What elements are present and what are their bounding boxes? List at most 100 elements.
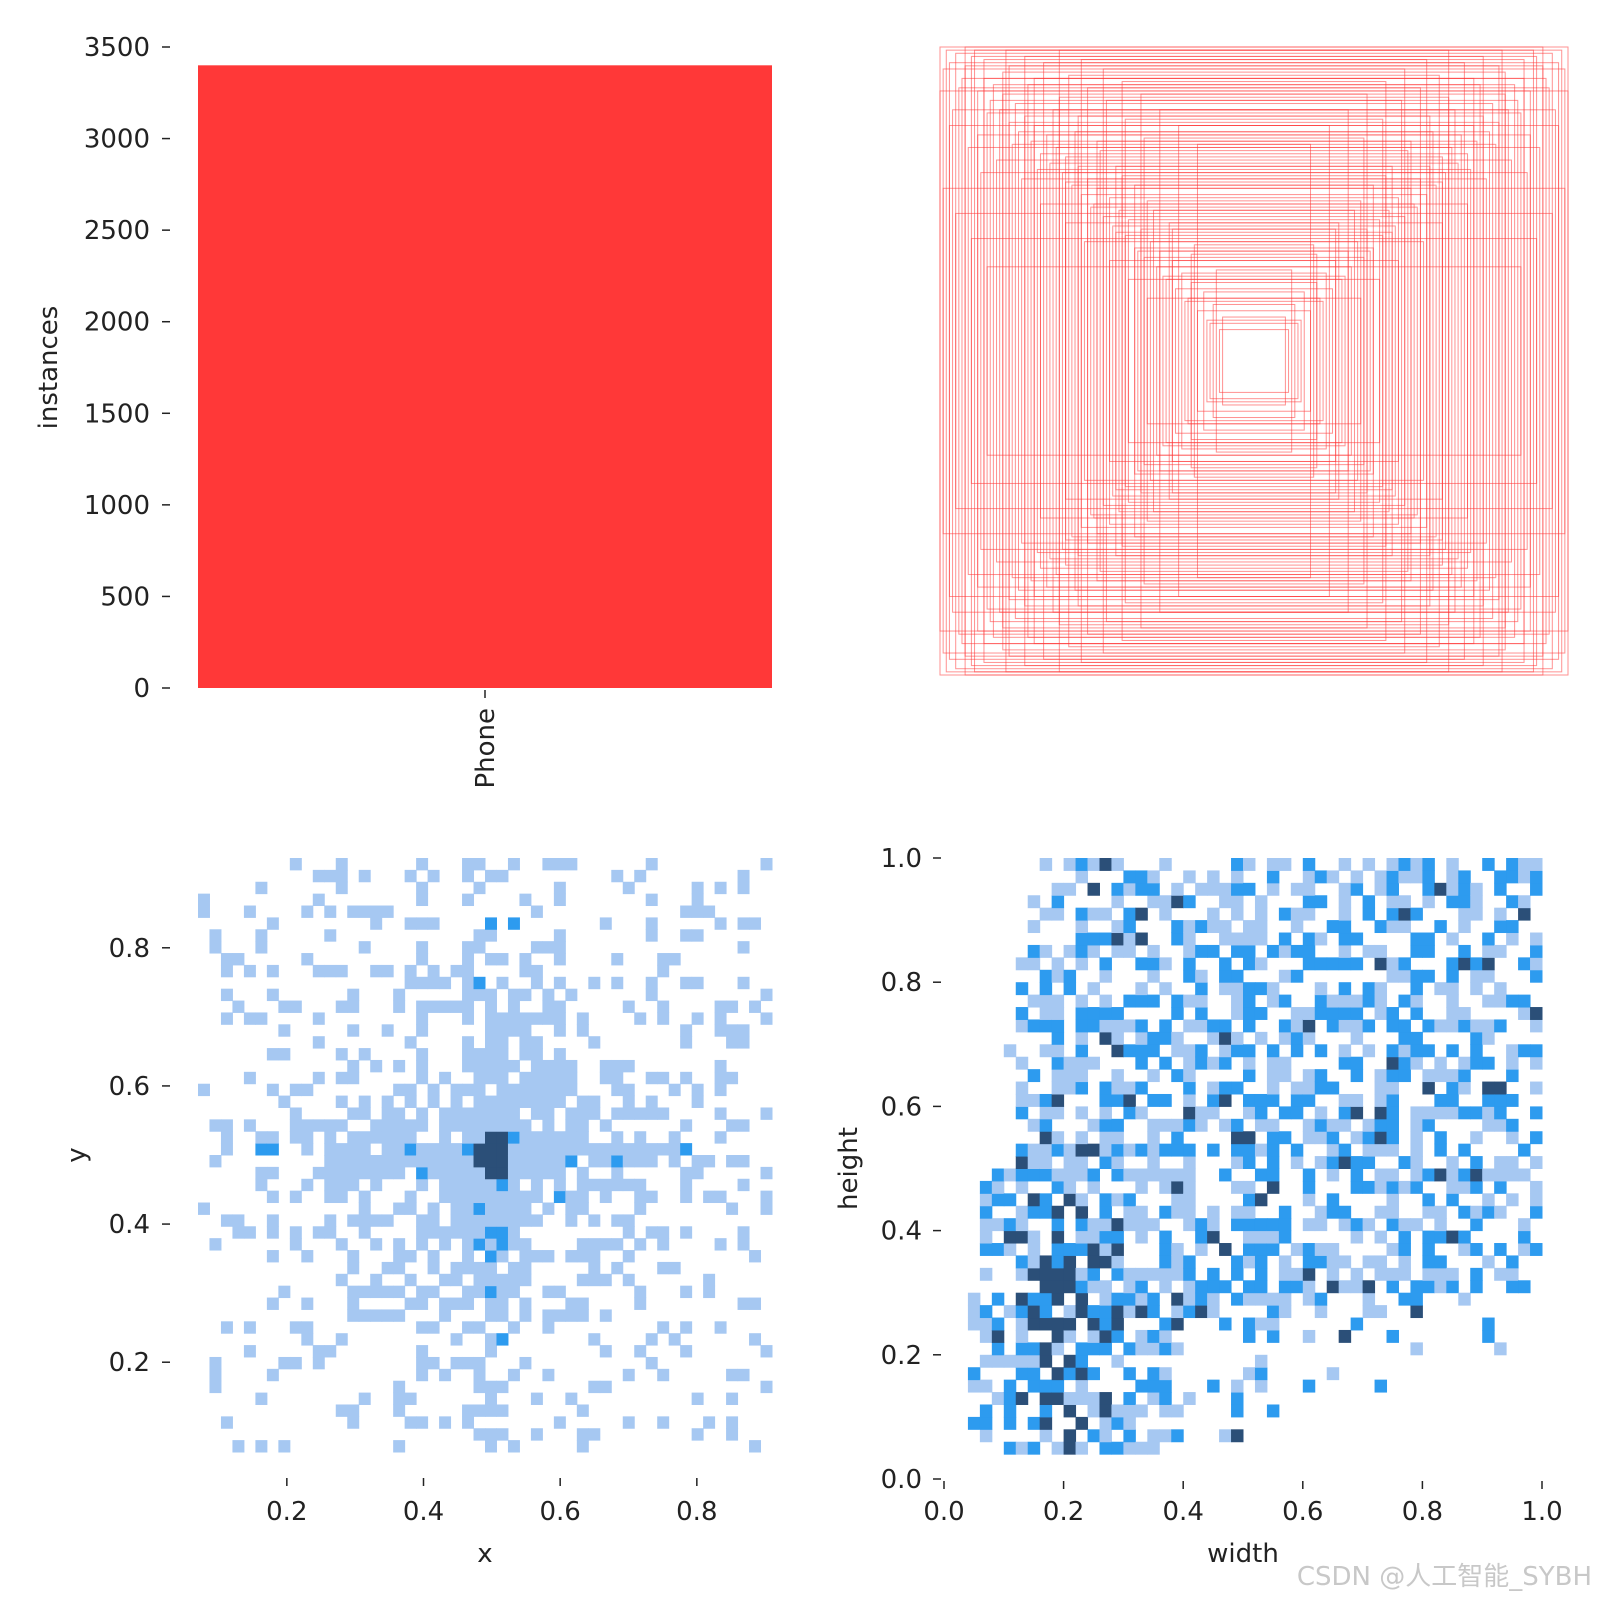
heat-cell	[439, 1119, 452, 1132]
heat-cell	[967, 1416, 981, 1430]
heat-cell	[1302, 1193, 1316, 1207]
heat-cell	[1027, 895, 1041, 909]
heat-cell	[473, 1238, 486, 1251]
heat-cell	[1195, 944, 1208, 958]
heat-cell	[542, 1071, 555, 1085]
heat-cell	[1051, 1205, 1065, 1219]
heat-cell	[462, 1404, 475, 1417]
heat-cell	[1207, 1143, 1220, 1157]
heat-cell	[1314, 1218, 1328, 1232]
heat-cell	[1362, 1131, 1376, 1145]
box-outline	[974, 49, 1534, 673]
heat-cell	[1171, 1429, 1184, 1443]
heat-cell	[1219, 969, 1232, 983]
heat-cell	[473, 1155, 486, 1168]
heat-cell	[1362, 907, 1376, 921]
heat-cell	[1410, 1168, 1423, 1182]
heat-cell	[1183, 1143, 1196, 1157]
heat-cell	[1063, 1404, 1077, 1418]
heat-cell	[1494, 982, 1507, 996]
heat-cell	[1458, 907, 1471, 921]
heat-cell	[519, 1131, 532, 1144]
heat-cell	[1075, 1379, 1089, 1393]
heat-cell	[462, 976, 475, 990]
heat-cell	[485, 1012, 497, 1025]
heat-cell	[1087, 1118, 1100, 1132]
heat-cell	[1159, 1404, 1172, 1418]
heat-cell	[1075, 907, 1089, 921]
heat-cell	[1350, 994, 1364, 1008]
heat-cell	[1338, 1143, 1352, 1157]
heat-cell	[991, 1354, 1005, 1368]
box-outline	[942, 187, 1566, 535]
heat-cell	[1063, 882, 1077, 896]
heat-cell	[507, 988, 520, 1002]
heat-cell	[473, 1083, 486, 1097]
heat-cell	[278, 1024, 291, 1037]
heat-cell	[1135, 1168, 1148, 1182]
heat-cell	[485, 1202, 497, 1215]
heat-cell	[1099, 994, 1112, 1008]
heat-cell	[1039, 969, 1053, 983]
heat-cell	[1183, 1305, 1196, 1319]
heat-cell	[657, 1071, 670, 1085]
heat-cell	[1087, 1305, 1100, 1319]
heat-cell	[1015, 1093, 1029, 1107]
heat-cell	[358, 1392, 371, 1405]
heat-cell	[1326, 920, 1340, 934]
heat-cell	[1290, 969, 1304, 983]
heat-cell	[1147, 1069, 1160, 1083]
heat-cell	[1063, 944, 1077, 958]
heat-cell	[1075, 1416, 1089, 1430]
heat-cell	[1446, 1106, 1459, 1120]
heat-cell	[1231, 1118, 1244, 1132]
heat-cell	[485, 1071, 497, 1085]
heat-cell	[611, 869, 624, 883]
heat-cell	[1374, 1007, 1388, 1020]
box-outline	[1115, 231, 1393, 491]
heat-cell	[703, 1190, 716, 1204]
heat-cell	[530, 1036, 543, 1049]
heat-cell	[1135, 1019, 1148, 1033]
heat-cell	[1159, 982, 1172, 996]
heat-cell	[416, 1155, 429, 1168]
heat-cell	[1231, 870, 1244, 884]
heat-cell	[1015, 1205, 1029, 1219]
heat-cell	[1231, 1081, 1244, 1095]
x-tick-label: 0.8	[1402, 1497, 1443, 1527]
box-outline	[964, 46, 1544, 676]
heat-cell	[1003, 1441, 1017, 1455]
heat-cell	[473, 976, 486, 990]
heat-cell	[1123, 1267, 1136, 1281]
heat-cell	[198, 893, 210, 907]
heat-cell	[1410, 982, 1423, 996]
heat-cell	[714, 1012, 727, 1025]
heat-cell	[473, 1285, 486, 1299]
heat-cell	[1422, 870, 1435, 884]
heat-cell	[1123, 932, 1136, 946]
heat-cell	[1147, 1367, 1160, 1381]
heat-cell	[1530, 957, 1543, 971]
heat-cell	[1243, 1193, 1256, 1207]
heat-cell	[1231, 1143, 1244, 1157]
heat-cell	[335, 1155, 348, 1168]
heat-cell	[1314, 1156, 1328, 1169]
heat-cell	[1111, 944, 1124, 958]
heat-cell	[737, 1238, 750, 1251]
box-outline	[1218, 329, 1290, 393]
heat-cell	[1219, 1019, 1232, 1033]
heat-cell	[1422, 1255, 1435, 1269]
heat-cell	[1434, 1205, 1447, 1219]
heat-cell	[427, 976, 440, 990]
heat-cell	[565, 988, 578, 1002]
heat-cell	[1338, 895, 1352, 909]
heat-cell	[1231, 895, 1244, 909]
heat-cell	[507, 1024, 520, 1037]
heat-cell	[1290, 1044, 1304, 1058]
heat-cell	[1159, 1367, 1172, 1381]
heat-cell	[1159, 1317, 1172, 1331]
heat-cell	[1290, 1007, 1304, 1020]
heat-cell	[1506, 932, 1519, 946]
heat-cell	[1123, 1404, 1136, 1418]
heat-cell	[1159, 858, 1172, 871]
